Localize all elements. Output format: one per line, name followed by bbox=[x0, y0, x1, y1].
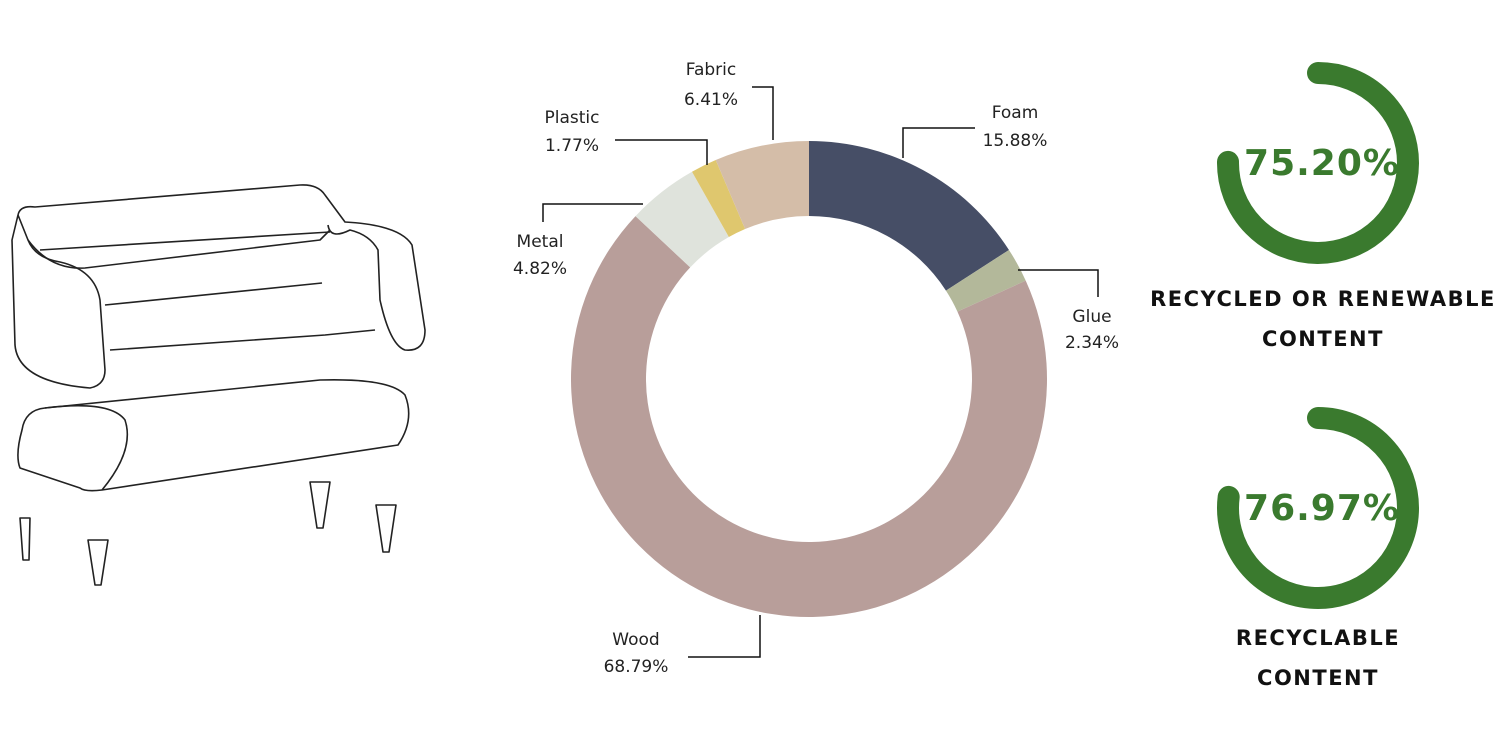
leader-line bbox=[542, 203, 643, 222]
donut-slice bbox=[945, 249, 1026, 312]
gauge-value: 76.97% bbox=[1244, 488, 1400, 529]
donut-slice bbox=[809, 141, 1009, 291]
slice-value: 15.88% bbox=[983, 131, 1048, 151]
donut-slice bbox=[715, 141, 809, 230]
gauge-arc bbox=[1217, 62, 1419, 264]
leader-line bbox=[902, 127, 975, 158]
slice-label: Plastic bbox=[545, 108, 600, 128]
slice-value: 68.79% bbox=[604, 657, 669, 677]
slice-label: Wood bbox=[612, 630, 659, 650]
gauge-title: RECYCLED OR RENEWABLE CONTENT bbox=[1150, 287, 1496, 351]
slice-value: 4.82% bbox=[513, 259, 567, 279]
donut-slice bbox=[635, 171, 729, 268]
sofa-illustration bbox=[11, 184, 426, 586]
slice-value: 1.77% bbox=[545, 136, 599, 156]
leader-line bbox=[752, 86, 774, 140]
slice-label: Fabric bbox=[686, 60, 737, 80]
donut-slice bbox=[571, 216, 1047, 618]
leader-line bbox=[688, 615, 761, 658]
gauge-title: RECYCLABLE CONTENT bbox=[1235, 626, 1401, 690]
leader-line bbox=[1018, 269, 1099, 297]
slice-value: 6.41% bbox=[684, 90, 738, 110]
slice-label: Glue bbox=[1072, 307, 1111, 327]
gauge-value: 75.20% bbox=[1244, 143, 1400, 184]
slice-value: 2.34% bbox=[1065, 333, 1119, 353]
leader-line bbox=[615, 139, 708, 165]
donut-slice bbox=[692, 160, 746, 238]
gauge-arc bbox=[1217, 407, 1419, 609]
slice-label: Metal bbox=[517, 232, 564, 252]
slice-label: Foam bbox=[992, 103, 1039, 123]
